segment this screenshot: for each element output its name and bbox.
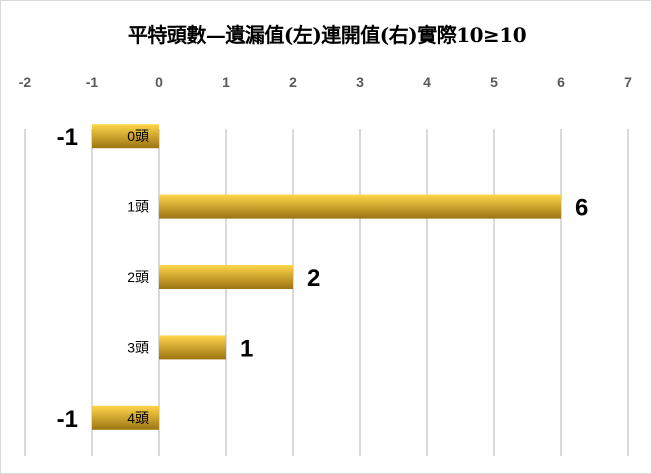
category-label: 4頭	[127, 410, 149, 426]
data-label: -1	[57, 406, 78, 433]
x-tick-label: 6	[557, 74, 565, 90]
x-tick-label: 7	[624, 74, 632, 90]
category-label: 2頭	[127, 269, 149, 285]
data-label: 2	[307, 265, 320, 292]
bar	[92, 405, 159, 430]
bar	[159, 265, 293, 289]
x-tick-label: 3	[356, 74, 364, 90]
category-label: 3頭	[127, 339, 149, 355]
x-tick-label: 0	[155, 74, 163, 90]
x-tick-label: 1	[222, 74, 230, 90]
x-tick-label: 4	[423, 74, 431, 90]
x-tick-label: 2	[289, 74, 297, 90]
bar	[159, 194, 561, 219]
chart-title: 平特頭數—遺漏值(左)連開值(右)實際10≥10	[127, 23, 527, 47]
data-label: 6	[575, 195, 588, 222]
x-tick-label: -1	[86, 74, 99, 90]
x-tick-label: -2	[19, 74, 32, 90]
x-tick-label: 5	[490, 74, 498, 90]
bar	[92, 124, 159, 149]
bar	[159, 335, 226, 360]
category-label: 0頭	[127, 128, 149, 144]
category-label: 1頭	[127, 199, 149, 215]
data-label: -1	[57, 124, 78, 151]
data-label: 1	[240, 335, 253, 362]
